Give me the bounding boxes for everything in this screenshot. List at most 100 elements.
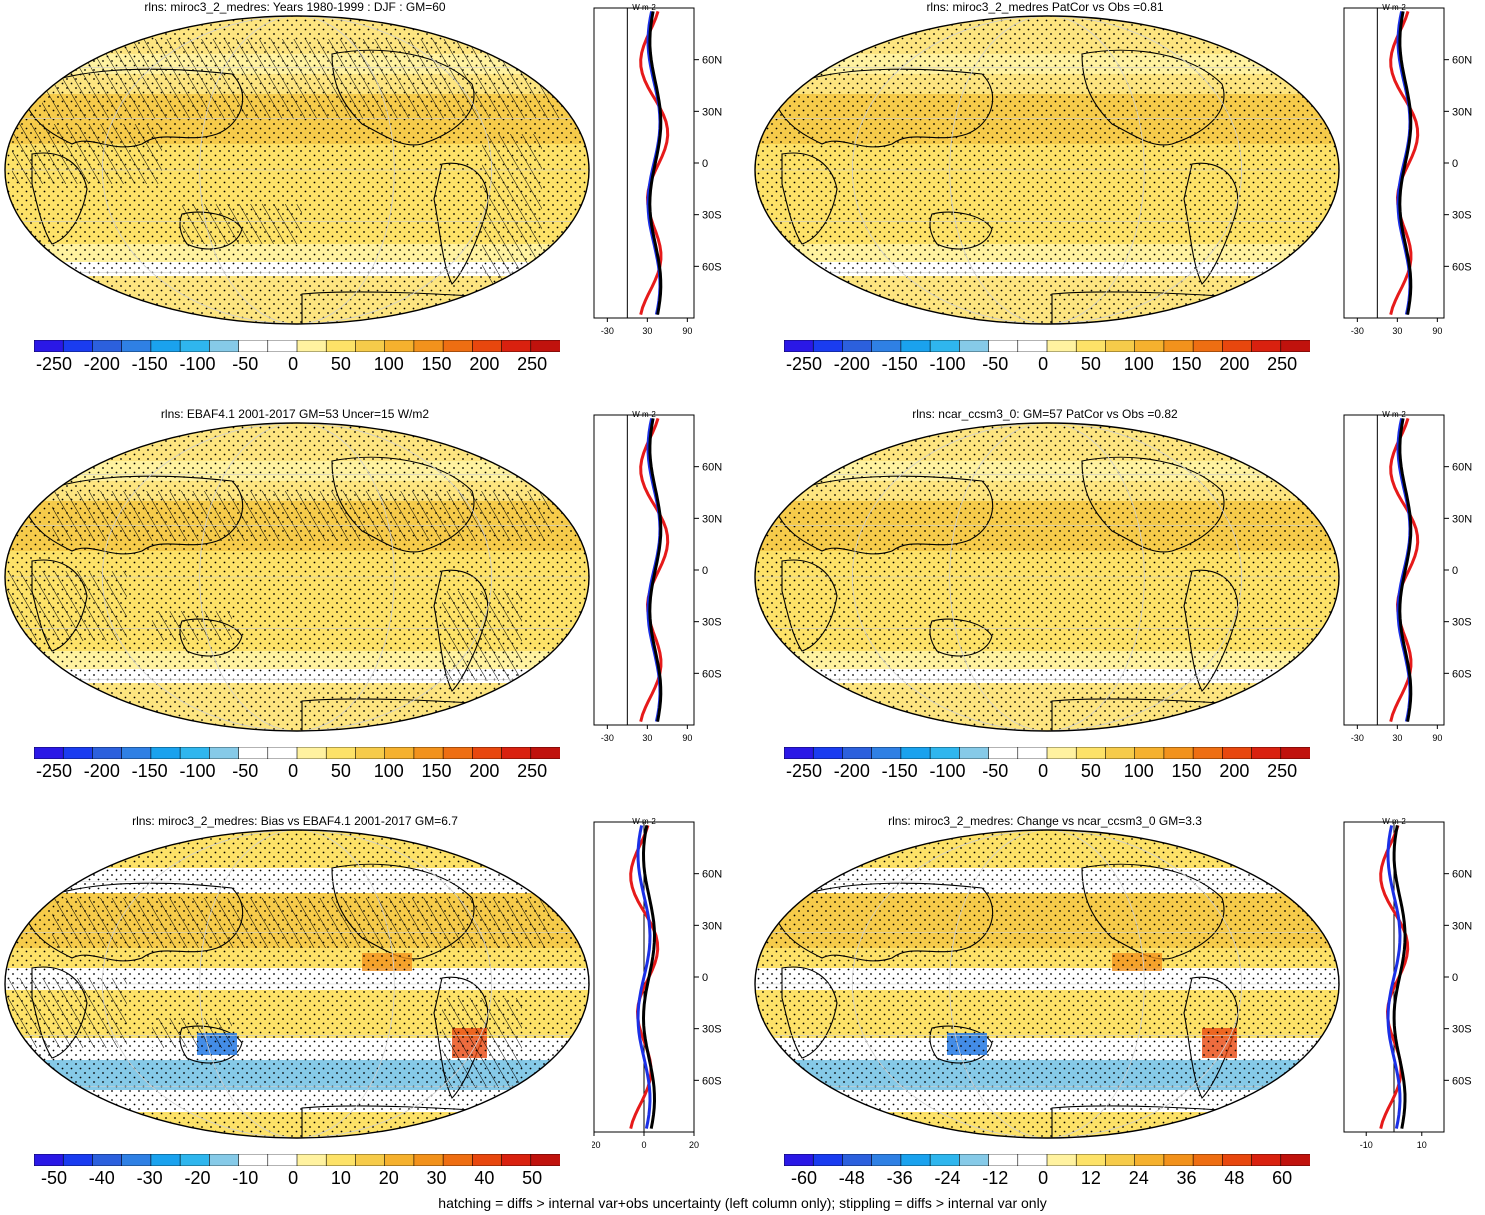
colorbar-label: 100	[1123, 354, 1154, 374]
colorbar-bin	[1046, 747, 1078, 759]
zonal-xtick-label: -30	[1351, 326, 1364, 336]
colorbar-bin	[179, 340, 211, 352]
colorbar-bin	[988, 747, 1019, 759]
colorbar-label: 0	[1038, 1168, 1049, 1188]
colorbar-bin	[92, 747, 123, 759]
colorbar-bin	[442, 340, 474, 352]
colorbar-bin	[1046, 340, 1078, 352]
colorbar-label: -40	[88, 1168, 115, 1188]
colorbar-label: -100	[929, 761, 966, 781]
colorbar-label: -50	[982, 761, 1009, 781]
colorbar-bin	[34, 1154, 65, 1166]
panel-title: rlns: EBAF4.1 2001-2017 GM=53 Uncer=15 W…	[160, 407, 430, 421]
colorbar-bin	[1163, 747, 1194, 759]
colorbar-label: 250	[1267, 761, 1298, 781]
world-map	[754, 422, 1340, 732]
colorbar-bin	[355, 747, 386, 759]
zonal-series-black	[648, 11, 663, 315]
colorbar	[34, 340, 560, 352]
colorbar-label: 200	[469, 354, 500, 374]
zonal-xtick-label: -20	[592, 1140, 601, 1150]
colorbar-bin	[784, 1154, 815, 1166]
zonal-units: W m-2	[1382, 3, 1406, 12]
zonal-mean-plot: W m-2 60N 30N 0 30S 60S -20 0 20	[592, 817, 722, 1150]
colorbar-bin	[1251, 340, 1282, 352]
colorbar-bin	[812, 340, 844, 352]
zonal-units: W m-2	[632, 410, 656, 419]
colorbar-label: -100	[179, 354, 216, 374]
zonal-ytick-label: 30S	[1452, 1024, 1472, 1036]
colorbar	[784, 747, 1310, 759]
colorbar-bin	[472, 747, 503, 759]
colorbar-bin	[238, 747, 269, 759]
colorbar-bin	[1163, 340, 1194, 352]
colorbar-label: 50	[330, 354, 351, 374]
zonal-mean-plot: W m-2 60N 30N 0 30S 60S -30 30 90	[1343, 3, 1472, 336]
colorbar-bin	[1192, 1154, 1224, 1166]
colorbar-label: -10	[232, 1168, 259, 1188]
colorbar-bin	[988, 1154, 1019, 1166]
colorbar-bin	[784, 340, 815, 352]
colorbar-label: 150	[1171, 354, 1202, 374]
colorbar-bin	[209, 1154, 240, 1166]
colorbar-bin	[501, 340, 532, 352]
colorbar-label: 40	[474, 1168, 495, 1188]
colorbar-labels: -250 -200 -150 -100 -50 0 50 100 150 200 250	[20, 761, 580, 785]
zonal-xtick-label: -10	[1360, 1140, 1373, 1150]
zonal-units: W m-2	[632, 817, 656, 826]
colorbar-bin	[325, 340, 357, 352]
zonal-xtick-label: 20	[689, 1140, 699, 1150]
colorbar-bin	[871, 1154, 902, 1166]
colorbar-bin	[1017, 340, 1048, 352]
world-map	[4, 829, 590, 1139]
colorbar-bin	[1192, 340, 1224, 352]
zonal-ytick-label: 30N	[702, 513, 722, 525]
colorbar-label: -200	[833, 761, 870, 781]
colorbar-label: -100	[179, 761, 216, 781]
world-map	[4, 422, 590, 732]
colorbar-bin	[1222, 340, 1253, 352]
colorbar-bin	[1134, 747, 1165, 759]
colorbar-bin	[121, 747, 152, 759]
zonal-ytick-label: 0	[702, 972, 708, 984]
zonal-mean-plot: W m-2 60N 30N 0 30S 60S -10 10	[1343, 817, 1472, 1150]
colorbar	[34, 747, 560, 759]
panel-title: rlns: miroc3_2_medres PatCor vs Obs =0.8…	[926, 0, 1164, 14]
colorbar-bin	[355, 340, 386, 352]
colorbar-label: -50	[982, 354, 1009, 374]
colorbar-label: 150	[421, 761, 452, 781]
colorbar-label: 200	[1219, 354, 1250, 374]
colorbar-label: 250	[517, 761, 548, 781]
zonal-ytick-label: 30N	[702, 106, 722, 118]
zonal-xtick-label: 0	[641, 1140, 646, 1150]
colorbar-bin	[296, 340, 328, 352]
colorbar-bin	[325, 747, 357, 759]
figure-panel: rlns: miroc3_2_medres: Bias vs EBAF4.1 2…	[0, 814, 735, 1204]
zonal-ytick-label: 0	[702, 565, 708, 577]
colorbar-label: 0	[1038, 354, 1049, 374]
zonal-xtick-label: 30	[642, 733, 652, 743]
colorbar-label: -48	[838, 1168, 865, 1188]
colorbar-labels: -250 -200 -150 -100 -50 0 50 100 150 200 250	[770, 761, 1330, 785]
colorbar-label: -200	[83, 354, 120, 374]
colorbar-bin	[92, 1154, 123, 1166]
colorbar-bin	[1222, 1154, 1253, 1166]
colorbar-bin	[150, 1154, 181, 1166]
colorbar-label: -50	[232, 354, 259, 374]
colorbar-bin	[929, 1154, 961, 1166]
colorbar-bin	[267, 747, 298, 759]
colorbar-label: -150	[131, 761, 168, 781]
colorbar-labels: -50 -40 -30 -20 -10 0 10 20 30 40 50	[20, 1168, 580, 1192]
colorbar-label: 0	[288, 761, 299, 781]
colorbar-labels: -60 -48 -36 -24 -12 0 12 24 36 48 60	[770, 1168, 1330, 1192]
colorbar-bin	[1017, 1154, 1048, 1166]
zonal-ytick-label: 60N	[1452, 462, 1472, 474]
figure-panel: rlns: miroc3_2_medres: Change vs ncar_cc…	[750, 814, 1485, 1204]
colorbar-labels: -250 -200 -150 -100 -50 0 50 100 150 200 250	[770, 354, 1330, 378]
figure-footnote: hatching = diffs > internal var+obs unce…	[438, 1195, 1047, 1211]
colorbar-bin	[150, 340, 181, 352]
colorbar-bin	[472, 340, 503, 352]
colorbar-label: -250	[785, 761, 823, 781]
colorbar-label: -200	[83, 761, 120, 781]
zonal-series-black	[1398, 418, 1413, 722]
